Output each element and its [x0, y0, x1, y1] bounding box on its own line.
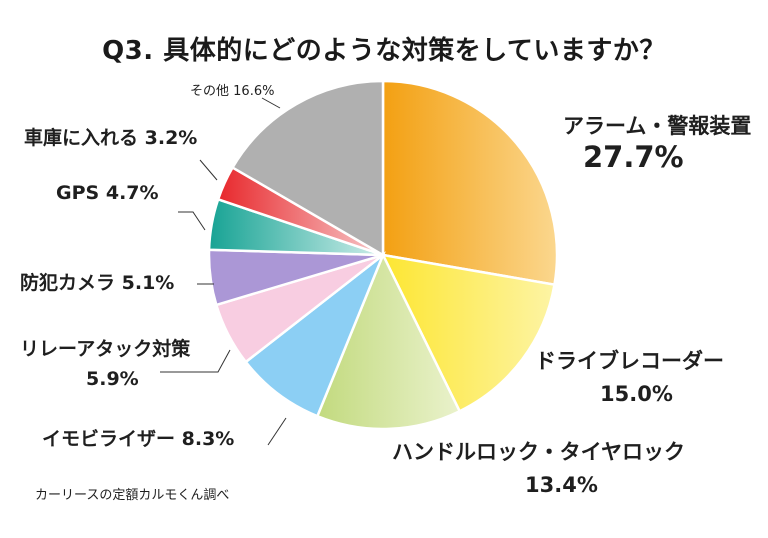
pie-slice-alarm [381, 79, 559, 287]
slice-name-garage: 車庫に入れる [24, 127, 139, 149]
slice-pct-security-camera: 5.1% [121, 272, 175, 294]
slice-pct-garage: 3.2% [144, 127, 198, 149]
slice-label-immobilizer: イモビライザー 8.3% [42, 424, 234, 451]
slice-label-alarm: アラーム・警報装置 [563, 114, 752, 138]
slice-pct-drive-recorder: 15.0% [600, 382, 673, 406]
slice-pct-gps: 4.7% [105, 182, 159, 204]
slice-label-gps: GPS 4.7% [56, 182, 159, 204]
slice-name-security-camera: 防犯カメラ [20, 272, 116, 294]
slice-pct-relay-attack: 5.9% [86, 368, 139, 390]
pie-slices [207, 79, 559, 431]
leader-line-relay-attack [160, 349, 231, 373]
slice-label-drive-recorder: ドライブレコーダー [535, 349, 724, 373]
slice-label-handle-lock: ハンドルロック・タイヤロック [392, 440, 685, 464]
pie-slice-drive-recorder [380, 253, 556, 413]
slice-pct-handle-lock: 13.4% [525, 473, 598, 497]
slice-name-gps: GPS [56, 182, 100, 204]
slice-pct-other: 16.6% [233, 84, 275, 99]
slice-label-garage: 車庫に入れる 3.2% [24, 123, 197, 150]
source-note: カーリースの定額カルモくん調べ [35, 488, 230, 503]
leader-line-other [261, 97, 281, 109]
leader-line-immobilizer [267, 417, 287, 446]
slice-name-other: その他 [190, 84, 230, 99]
slice-name-immobilizer: イモビライザー [42, 428, 176, 450]
pie-slice-handle-lock [315, 251, 462, 431]
slice-label-security-camera: 防犯カメラ 5.1% [20, 268, 174, 295]
slice-label-other: その他 16.6% [190, 80, 274, 99]
slice-label-relay-attack: リレーアタック対策 [20, 338, 191, 360]
pie-slice-immobilizer [243, 251, 386, 418]
pie-slice-other [230, 79, 385, 258]
leader-lines [160, 97, 287, 446]
slice-pct-immobilizer: 8.3% [181, 428, 235, 450]
leader-line-gps [178, 211, 206, 231]
leader-line-garage [199, 159, 218, 181]
chart-title: Q3. 具体的にどのような対策をしていますか？ [102, 36, 666, 66]
slice-pct-alarm: 27.7% [583, 140, 684, 174]
